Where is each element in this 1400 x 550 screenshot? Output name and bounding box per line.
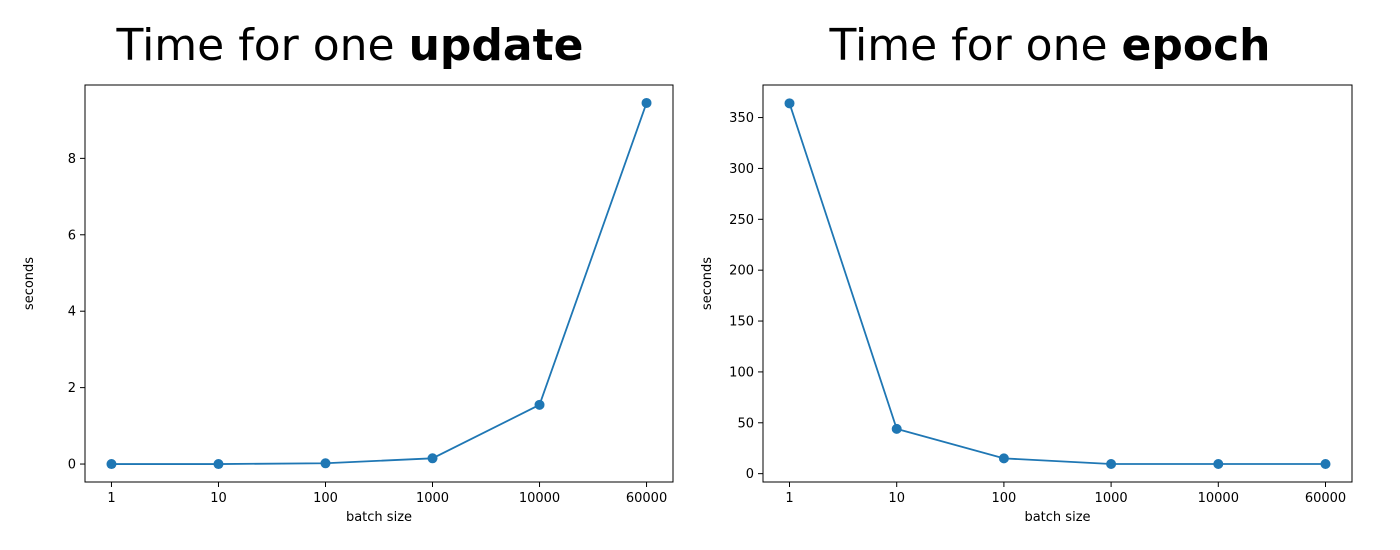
x-axis-label: batch size (346, 510, 412, 525)
data-point (784, 98, 795, 109)
y-tick-label: 2 (68, 381, 76, 396)
data-point (320, 458, 331, 469)
x-tick-label: 100 (313, 491, 338, 506)
y-axis-label: seconds (700, 257, 715, 310)
data-point (998, 453, 1009, 464)
y-tick-label: 4 (68, 305, 76, 320)
y-tick-label: 250 (729, 213, 754, 228)
data-point (891, 423, 902, 434)
x-tick-label: 10000 (1198, 491, 1239, 506)
plot-frame (762, 84, 1353, 483)
x-tick-label: 1000 (1095, 491, 1128, 506)
data-point (1106, 458, 1117, 469)
y-tick-label: 150 (729, 315, 754, 330)
y-tick-label: 8 (68, 152, 76, 167)
y-axis-label: seconds (22, 257, 37, 310)
chart-title: Time for one epoch (700, 18, 1400, 74)
x-tick-label: 60000 (1305, 491, 1346, 506)
epoch-time-chart: 0 50 100 150 200 250 300 350 1 10 100 1000 10000 6000… (700, 84, 1353, 525)
plot-frame (84, 84, 674, 483)
y-tick-label: 0 (68, 458, 76, 473)
data-point (534, 399, 545, 410)
y-tick-label: 50 (737, 416, 754, 431)
data-point (641, 97, 652, 108)
update-time-panel: Time for one update 0 2 4 6 8 1 10 100 1000 10000… (0, 18, 700, 525)
y-tick-label: 300 (729, 162, 754, 177)
data-point (106, 459, 117, 470)
update-time-chart: 0 2 4 6 8 1 10 100 1000 10000 60000 batch size secon… (22, 84, 674, 525)
y-tick-label: 6 (68, 228, 76, 243)
y-tick-label: 200 (729, 264, 754, 279)
series-line (788, 103, 1326, 465)
data-point (213, 459, 224, 470)
x-tick-label: 10000 (519, 491, 560, 506)
data-point (1320, 458, 1331, 469)
y-tick-label: 350 (729, 111, 754, 126)
title-bold: update (408, 20, 584, 71)
title-bold: epoch (1121, 20, 1271, 71)
x-tick-label: 100 (991, 491, 1016, 506)
x-tick-label: 1 (107, 491, 115, 506)
title-plain: Time for one (829, 20, 1122, 71)
title-plain: Time for one (116, 20, 409, 71)
x-tick-label: 1 (785, 491, 793, 506)
x-tick-label: 1000 (416, 491, 449, 506)
x-tick-label: 10 (888, 491, 905, 506)
y-tick-label: 100 (729, 365, 754, 380)
x-axis-label: batch size (1024, 510, 1090, 525)
y-tick-label: 0 (746, 467, 754, 482)
x-tick-label: 60000 (626, 491, 667, 506)
chart-title: Time for one update (0, 18, 700, 74)
data-point (427, 453, 438, 464)
data-point (1213, 458, 1224, 469)
x-tick-label: 10 (210, 491, 227, 506)
series-line (111, 102, 648, 465)
epoch-time-panel: Time for one epoch 0 50 100 150 200 250 300 350… (700, 0, 1400, 550)
